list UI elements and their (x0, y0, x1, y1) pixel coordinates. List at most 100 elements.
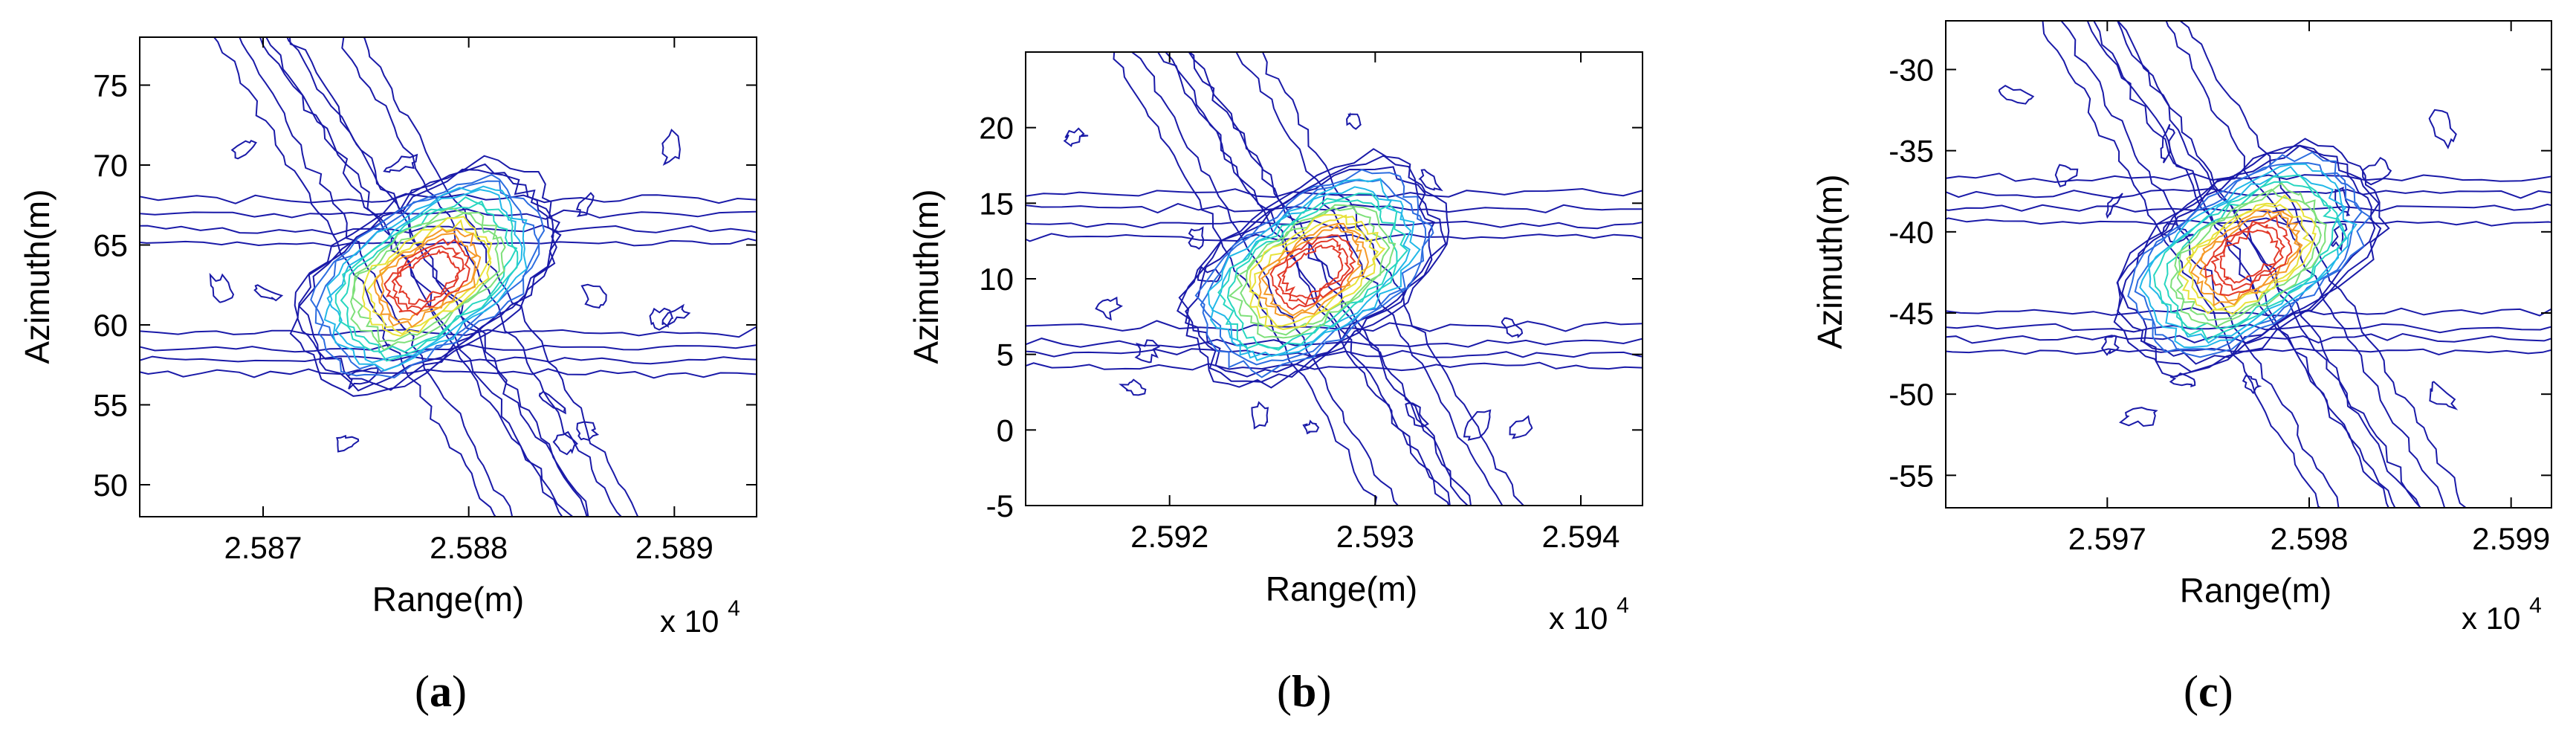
contour-line (1119, 378, 1147, 396)
contour-line (341, 37, 639, 517)
y-tick-label: 75 (93, 68, 128, 103)
panel-c-frame (1945, 20, 2552, 509)
x-tick-label: 2.599 (2472, 521, 2550, 556)
panel-b-xlabel: Range(m) (1266, 569, 1418, 608)
y-tick-label: 0 (997, 413, 1014, 448)
y-tick-label: -45 (1889, 296, 1934, 331)
contour-line (1346, 112, 1362, 130)
y-tick-label: -35 (1889, 134, 1934, 169)
contour-line (575, 192, 595, 217)
contour-line (366, 219, 492, 335)
contour-line (1418, 169, 1443, 192)
y-tick-label: -55 (1889, 458, 1934, 493)
panel-c: 2.597 2.598 2.599 -55 -50 -45 -40 -35 -30 Range(… (1810, 20, 2552, 716)
panel-a-ylabel: Azimuth(m) (18, 189, 56, 364)
contour-line (661, 303, 691, 329)
contour-line (2164, 181, 2338, 330)
contour-line (2361, 156, 2392, 186)
contour-line (340, 200, 518, 354)
panel-c-contour-plot (1946, 21, 2551, 508)
contour-line (2169, 372, 2196, 387)
contour-line (230, 139, 257, 160)
contour-line (391, 245, 466, 311)
contour-line (2148, 166, 2348, 344)
panel-a-letter: (a) (415, 667, 467, 716)
contour-line (1251, 401, 1269, 430)
contour-line (1302, 419, 1320, 435)
contour-line (379, 232, 478, 322)
contour-line (394, 248, 461, 306)
panel-b-letter: (b) (1277, 667, 1331, 716)
contour-line (1113, 52, 1399, 506)
y-tick-label: -50 (1889, 377, 1934, 412)
contour-line (140, 355, 757, 379)
contour-line (1134, 339, 1161, 364)
contour-line (1946, 332, 2551, 356)
panel-c-plot-area (1945, 20, 2552, 509)
contour-line (1509, 415, 1533, 439)
contour-line (373, 227, 482, 329)
contour-line (1211, 186, 1412, 359)
contour-line (1200, 178, 1427, 366)
contour-line (1281, 244, 1344, 299)
contour-line (2100, 335, 2120, 356)
contour-line (1946, 203, 2551, 227)
y-tick-label: -30 (1889, 53, 1934, 88)
panel-b-x-multiplier: x 10 4 (1549, 593, 1629, 636)
contour-line (2116, 144, 2382, 373)
contour-line (1207, 178, 1421, 361)
y-tick-label: -5 (986, 488, 1014, 523)
contour-line (1177, 148, 1450, 389)
panel-a-plot-area (139, 36, 757, 517)
contour-line (140, 225, 757, 248)
y-tick-label: 10 (979, 262, 1014, 297)
contour-line (1197, 265, 1222, 283)
contour-line (2428, 109, 2457, 149)
contour-line (384, 238, 470, 316)
x-tick-label: 2.587 (224, 530, 302, 565)
panel-b-contour-plot (1026, 52, 1643, 506)
contour-line (576, 421, 600, 441)
y-tick-label: 5 (997, 338, 1014, 372)
contour-line (1240, 207, 1391, 336)
contour-line (649, 307, 674, 331)
contour-line (1178, 155, 1447, 383)
contour-line (1026, 320, 1643, 349)
contour-line (1277, 237, 1351, 306)
y-tick-label: 50 (93, 468, 128, 503)
contour-line (1095, 296, 1123, 321)
panel-b-ylabel: Azimuth(m) (907, 189, 945, 364)
contour-line (2199, 210, 2302, 302)
contour-line (336, 434, 360, 453)
contour-line (1258, 222, 1370, 320)
contour-line (1026, 219, 1643, 242)
contour-lines (1026, 52, 1643, 506)
contour-line (2204, 216, 2293, 297)
contour-line (2334, 186, 2351, 216)
contour-line (2186, 204, 2313, 311)
contour-line (334, 196, 519, 362)
panel-a-contour-plot (140, 37, 757, 517)
contour-line (1946, 306, 2551, 334)
panel-c-ticks: 2.597 2.598 2.599 -55 -50 -45 -40 -35 -30 (1889, 21, 2551, 556)
x-tick-label: 2.592 (1130, 519, 1208, 554)
contour-line (323, 185, 528, 372)
contour-line (1463, 409, 1492, 441)
contour-line (213, 37, 514, 517)
contour-line (383, 153, 418, 173)
x-tick-label: 2.598 (2270, 521, 2348, 556)
panel-a: 2.587 2.588 2.589 50 55 60 65 70 75 Range(m) Azi… (18, 36, 757, 716)
y-tick-label: 15 (979, 186, 1014, 221)
contour-line (350, 207, 506, 351)
contour-line (2054, 164, 2079, 188)
contour-line (1194, 169, 1434, 378)
contour-line (2118, 407, 2158, 427)
contour-line (209, 272, 235, 303)
contour-line (1405, 401, 1429, 428)
contour-line (1164, 52, 1472, 506)
panel-a-frame (139, 36, 757, 517)
contour-line (2086, 21, 2421, 508)
contour-line (1188, 226, 1205, 250)
contour-line (326, 188, 523, 364)
contour-line (1269, 233, 1356, 311)
